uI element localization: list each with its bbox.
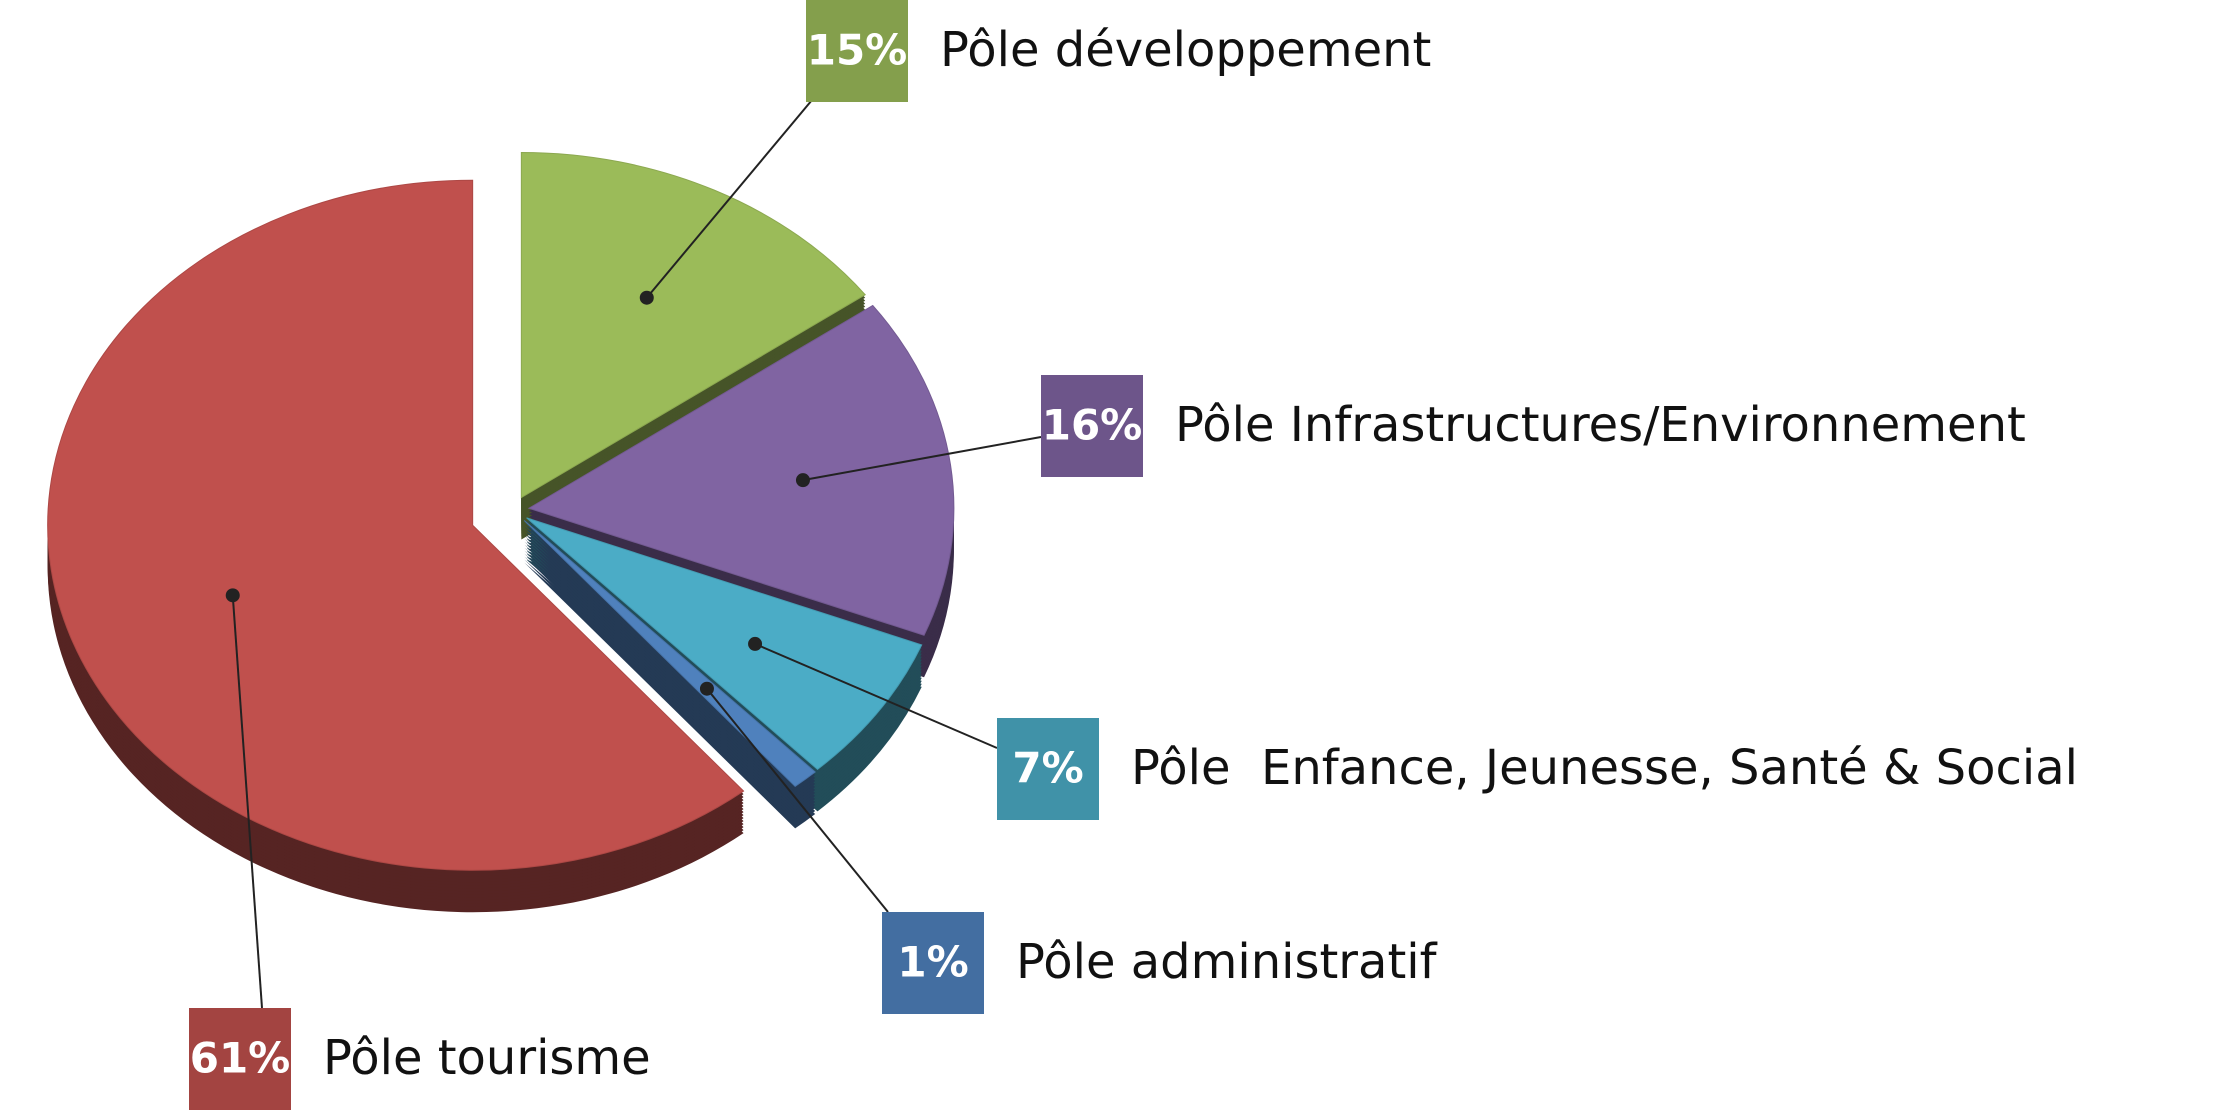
- category-label: Pôle Infrastructures/Environnement: [1175, 397, 2026, 453]
- slice: [47, 179, 745, 871]
- leader-line: [646, 99, 813, 299]
- leader-dot: [225, 588, 240, 603]
- label-box: [1041, 375, 1143, 477]
- leader-dot: [748, 636, 763, 651]
- slice: [526, 517, 923, 771]
- category-label: Pôle Enfance, Jeunesse, Santé & Social: [1131, 740, 2078, 796]
- value-label: 16%: [1042, 401, 1143, 450]
- leader-line: [754, 642, 998, 749]
- label-box: [806, 0, 908, 102]
- leader-line: [706, 688, 889, 913]
- value-label: 7%: [1012, 744, 1083, 793]
- leader-dot: [699, 681, 714, 696]
- label-box: [882, 912, 984, 1014]
- value-label: 15%: [807, 26, 908, 75]
- pie-tops: [47, 152, 955, 871]
- value-label: 1%: [897, 938, 968, 987]
- leader-dot: [795, 473, 810, 488]
- slice: [523, 520, 816, 787]
- category-label: Pôle tourisme: [323, 1030, 651, 1086]
- category-label: Pôle administratif: [1016, 934, 1438, 990]
- leader-dot: [639, 290, 654, 305]
- value-label: 61%: [190, 1034, 291, 1083]
- slice: [520, 152, 866, 499]
- category-label: Pôle développement: [940, 22, 1431, 78]
- leader-line: [231, 595, 263, 1009]
- slice: [527, 304, 955, 636]
- label-box: [189, 1008, 291, 1110]
- label-box: [997, 718, 1099, 820]
- leader-line: [802, 436, 1042, 482]
